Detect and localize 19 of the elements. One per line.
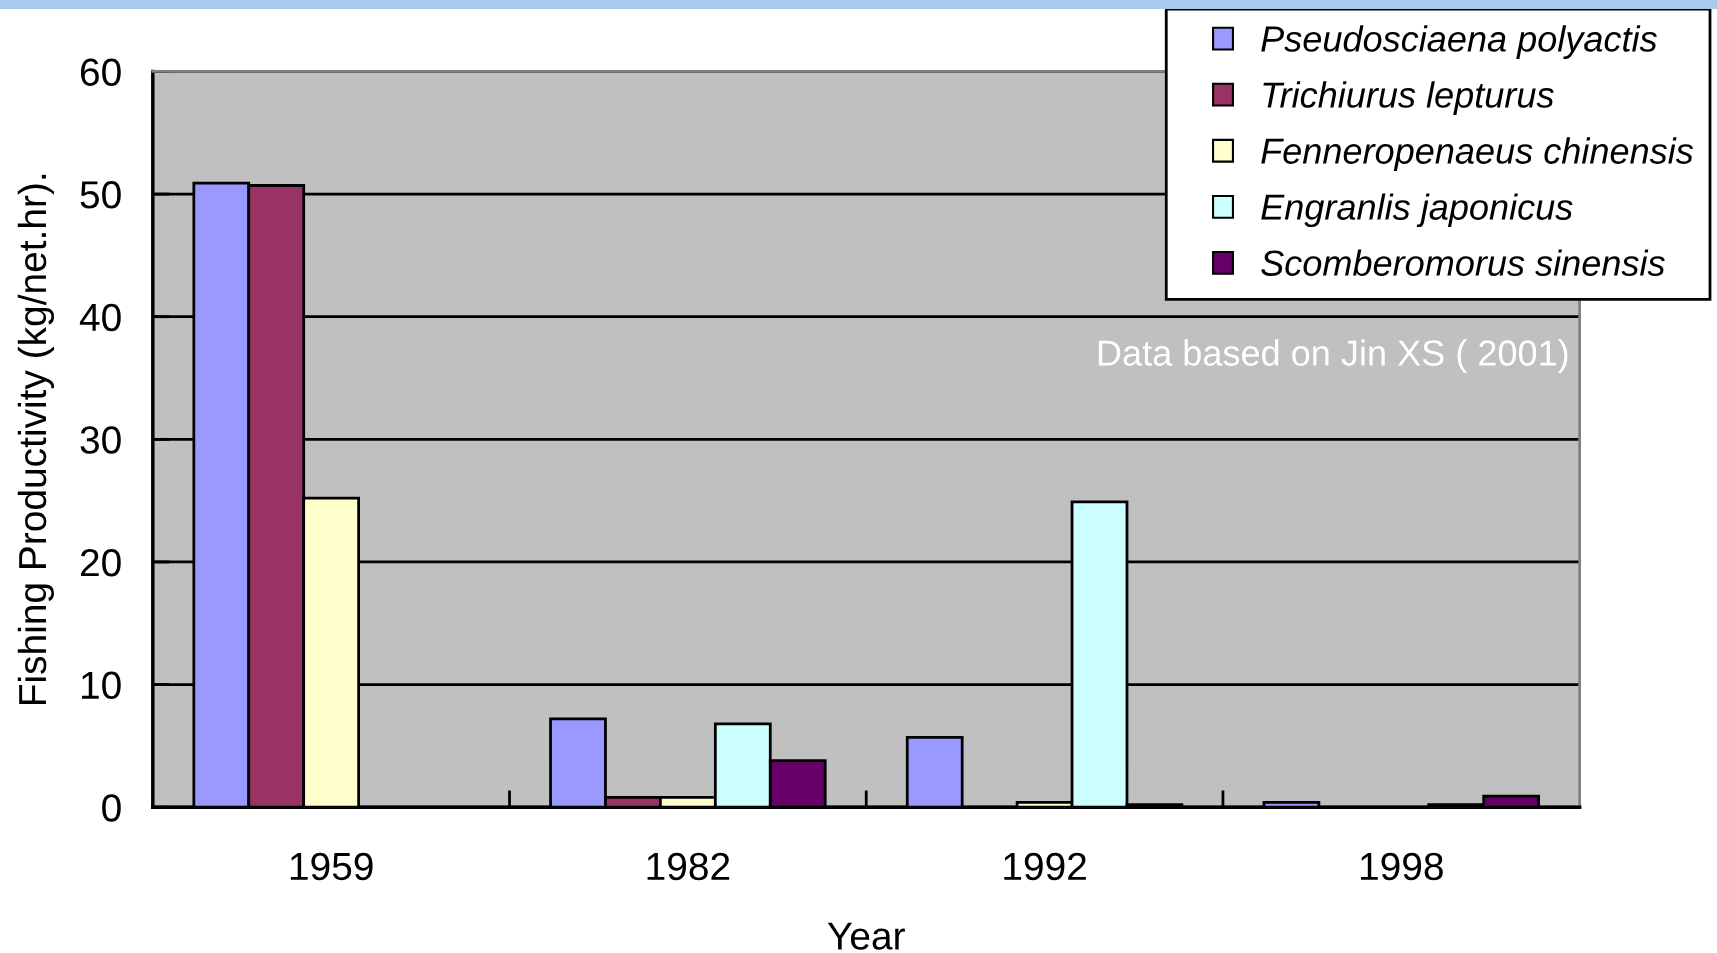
- legend-label: Fenneropenaeus chinensis: [1261, 137, 1694, 172]
- y-tick-label: 0: [102, 794, 121, 822]
- annotation: Data based on Jin XS ( 2001): [1098, 339, 1568, 374]
- y-tick-label: 40: [79, 303, 121, 332]
- x-axis-title: Year: [827, 922, 905, 950]
- legend-label: Trichiurus lepturus: [1263, 81, 1554, 115]
- x-tick-label: 1982: [647, 852, 730, 881]
- legend-label: Scomberomorus sinensis: [1261, 249, 1665, 276]
- legend-label: Engranlis japonicus: [1261, 193, 1573, 228]
- y-axis-title: Fishing Productivity (kg/net.hr).: [17, 174, 55, 705]
- x-tick-label: 1998: [1361, 852, 1443, 881]
- y-tick-label: 20: [80, 548, 121, 577]
- y-tick-label: 30: [80, 426, 121, 454]
- x-tick-label: 1992: [1004, 852, 1086, 881]
- y-tick-label: 50: [80, 181, 121, 209]
- y-tick-label: 10: [81, 671, 121, 700]
- x-tick-label: 1959: [290, 852, 373, 881]
- legend-label: Pseudosciaena polyactis: [1261, 25, 1657, 59]
- y-tick-label: 60: [80, 58, 121, 86]
